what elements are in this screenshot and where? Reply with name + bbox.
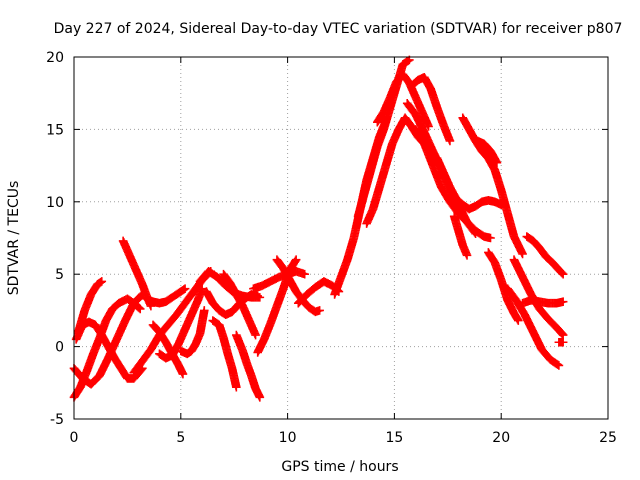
x-tick-label: 25 [599, 430, 617, 446]
series-sat-14 [232, 330, 265, 402]
chart-title: Day 227 of 2024, Sidereal Day-to-day VTE… [54, 21, 623, 37]
series-sat-13 [208, 316, 241, 392]
series-sat-09 [155, 284, 207, 363]
data-point [557, 268, 567, 278]
y-tick-label: 20 [46, 50, 64, 66]
x-axis-label: GPS time / hours [281, 459, 398, 475]
data-point [558, 330, 568, 340]
data-point [513, 316, 523, 325]
series-sat-30 [473, 136, 502, 168]
data-point [403, 56, 413, 66]
y-tick-label: 10 [46, 195, 64, 211]
y-tick-label: 5 [55, 267, 64, 283]
y-axis-label: SDTVAR / TECUs [6, 181, 22, 296]
x-tick-label: 0 [70, 430, 79, 446]
data-point [134, 303, 144, 313]
data-point [558, 297, 568, 307]
series-sat-32 [503, 284, 564, 370]
data-point [180, 284, 190, 293]
tick-labels: 0 5 10 15 20 25 -5 0 5 10 15 20 [46, 50, 617, 446]
series-sat-04 [73, 277, 107, 337]
data-point [405, 55, 414, 65]
x-tick-label: 20 [492, 430, 510, 446]
x-tick-label: 15 [385, 430, 403, 446]
data-point [291, 256, 300, 266]
series-sat-15 [219, 269, 260, 340]
data-point [97, 277, 107, 286]
series-sat-31 [484, 248, 523, 325]
data-point [558, 269, 568, 279]
plot-frame [73, 56, 609, 420]
data-point [232, 382, 241, 392]
x-tick-label: 5 [176, 430, 185, 446]
data-point [251, 330, 260, 340]
data-point [255, 392, 265, 402]
data-point [557, 329, 567, 339]
series-sat-23 [373, 70, 433, 131]
data-point [553, 360, 562, 369]
series-sat-35 [518, 295, 568, 308]
data-point [300, 269, 309, 279]
data-point [462, 251, 472, 260]
x-tick-label: 10 [279, 430, 297, 446]
series-sat-29 [458, 113, 527, 259]
series-sat-27 [432, 154, 506, 214]
data-point [253, 291, 262, 301]
data-points [69, 55, 568, 402]
series-sat-26 [411, 125, 495, 243]
data-point [178, 369, 188, 379]
data-point [492, 158, 502, 168]
series-sat-10 [176, 306, 209, 359]
series-sat-34 [522, 232, 568, 279]
data-point [135, 304, 145, 314]
data-point [486, 233, 495, 243]
data-point [558, 337, 568, 347]
y-tick-label: -5 [50, 412, 64, 428]
data-point [518, 249, 527, 259]
y-tick-label: 0 [55, 340, 64, 356]
series-sat-17 [253, 255, 301, 357]
data-point [179, 285, 189, 294]
series-sat-28 [449, 211, 472, 260]
data-point [554, 361, 564, 370]
data-point [291, 255, 301, 265]
data-point [445, 136, 455, 146]
series-sat-24 [407, 72, 455, 146]
data-point [199, 306, 209, 315]
series-sat-07 [142, 284, 190, 308]
data-point [424, 122, 433, 131]
series-sat-36 [554, 337, 568, 347]
y-tick-label: 15 [46, 122, 64, 138]
axis-ticks [73, 56, 609, 420]
series-sat-02 [69, 294, 145, 402]
data-point [315, 306, 324, 315]
